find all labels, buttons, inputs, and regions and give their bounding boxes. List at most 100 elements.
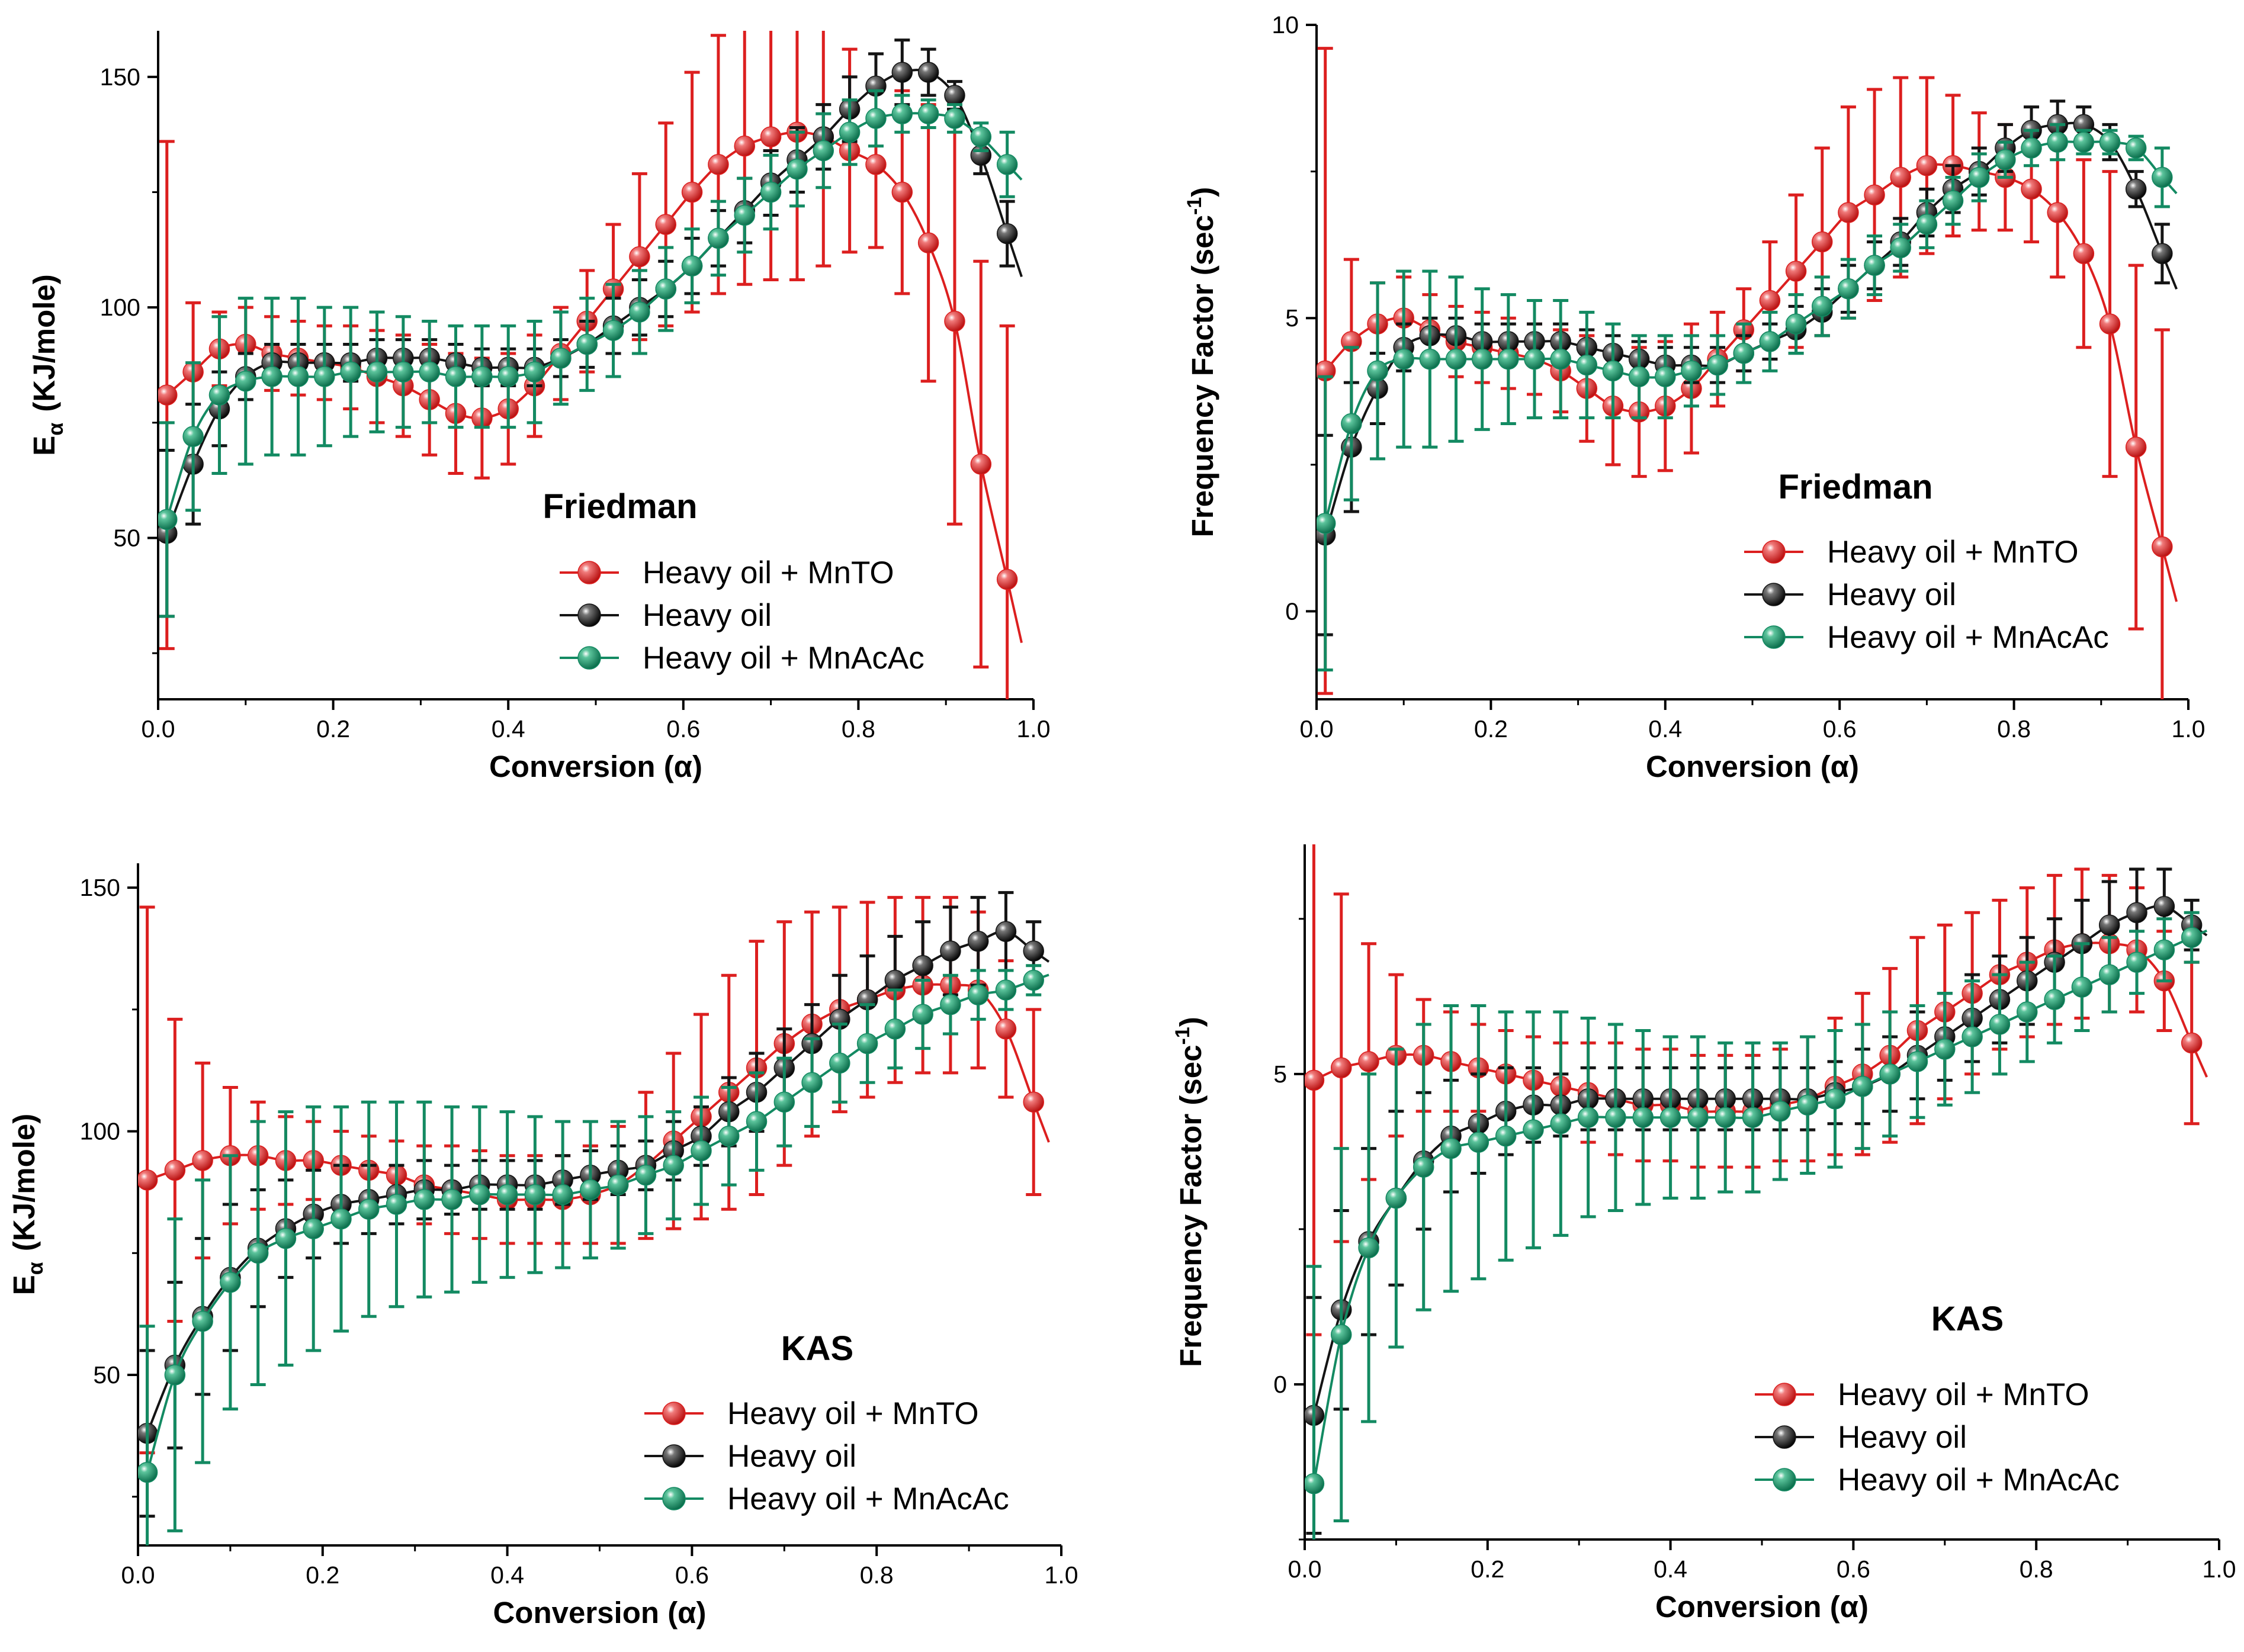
data-point — [445, 366, 467, 387]
data-point — [1023, 969, 1044, 991]
x-tick-label: 1.0 — [2203, 1555, 2236, 1583]
x-tick-label: 0.2 — [1474, 715, 1508, 743]
series-mnto — [158, 31, 1023, 699]
data-point — [524, 1184, 546, 1206]
data-point — [220, 1271, 241, 1293]
data-point — [1995, 149, 2016, 171]
data-point — [275, 1227, 297, 1249]
data-point — [891, 181, 913, 203]
data-point — [386, 1194, 407, 1215]
x-tick-label: 1.0 — [2172, 715, 2206, 743]
data-point — [393, 361, 414, 383]
data-point — [1715, 1107, 1736, 1128]
panel-1: 0.0 0.2 0.4 0.6 0.8 1.0 50 100 150 Conversion (α)… — [27, 31, 1051, 783]
data-point — [1906, 1051, 1928, 1072]
data-point — [1812, 295, 1833, 317]
data-point — [917, 103, 939, 124]
legend-label: Heavy oil — [727, 1439, 856, 1474]
data-point — [366, 361, 388, 383]
data-point — [1412, 1156, 1434, 1178]
data-point — [691, 1140, 712, 1162]
panel-2: 0.0 0.2 0.4 0.6 0.8 1.0 0 5 10 Conversion (α) Freq… — [1183, 11, 2206, 783]
data-point — [1419, 348, 1441, 370]
data-point — [801, 1072, 823, 1094]
plot-area — [158, 31, 1023, 699]
data-point — [1852, 1076, 1873, 1097]
data-point — [1632, 1107, 1654, 1128]
data-point — [497, 366, 519, 387]
data-point — [552, 1184, 573, 1206]
data-point — [1550, 1113, 1572, 1134]
series-heavy — [1305, 867, 2208, 1535]
x-tick-label: 0.0 — [1288, 1555, 1322, 1583]
x-axis-title: Conversion (α) — [1655, 1590, 1869, 1624]
data-point — [1934, 1039, 1956, 1060]
data-point — [2152, 243, 2173, 265]
plot-area — [1317, 47, 2178, 699]
data-point — [1524, 348, 1545, 370]
data-point — [760, 181, 782, 203]
method-title: KAS — [1931, 1300, 2004, 1338]
series-mnacac — [138, 964, 1049, 1545]
x-tick-label: 0.0 — [121, 1561, 155, 1589]
data-point — [419, 361, 440, 383]
data-point — [330, 1208, 352, 1230]
data-point — [995, 979, 1017, 1001]
data-point — [1890, 166, 1911, 188]
y-tick-label: 5 — [1285, 304, 1299, 332]
data-point — [1785, 313, 1807, 335]
data-point — [655, 278, 676, 300]
data-point — [2126, 902, 2147, 924]
data-point — [1023, 1091, 1044, 1113]
data-point — [2098, 964, 2120, 985]
data-point — [1824, 1088, 1846, 1110]
x-tick-label: 1.0 — [1017, 715, 1051, 743]
data-point — [912, 1004, 933, 1025]
data-point — [884, 1018, 906, 1040]
data-point — [970, 454, 992, 475]
y-tick-label: 150 — [100, 63, 140, 91]
x-tick-label: 0.4 — [1648, 715, 1682, 743]
data-point — [829, 1052, 850, 1074]
x-tick-label: 0.2 — [306, 1561, 339, 1589]
data-point — [1305, 1069, 1325, 1091]
series-line — [165, 69, 1023, 534]
y-tick-label: 150 — [80, 874, 120, 901]
data-point — [1440, 1137, 1462, 1159]
data-point — [164, 1364, 186, 1386]
data-point — [2181, 927, 2203, 948]
data-point — [2044, 989, 2065, 1010]
data-point — [1707, 354, 1728, 376]
x-axis-title: Conversion (α) — [1646, 750, 1859, 783]
data-point — [1445, 348, 1467, 370]
data-point — [340, 361, 361, 383]
legend-label: Heavy oil — [1827, 577, 1956, 612]
data-point — [629, 301, 650, 323]
data-point — [1602, 360, 1624, 382]
data-point — [891, 62, 913, 83]
y-axis-title: Eα(KJ/mole) — [7, 1114, 47, 1296]
legend-item-heavy: Heavy oil — [644, 1439, 856, 1474]
legend-label: Heavy oil + MnAcAc — [643, 641, 924, 676]
data-point — [2099, 313, 2121, 335]
data-point — [2181, 1032, 2203, 1054]
data-point — [655, 214, 676, 235]
x-tick-label: 0.6 — [675, 1561, 709, 1589]
legend-marker — [577, 603, 601, 627]
data-point — [1759, 290, 1781, 311]
data-point — [891, 103, 913, 124]
data-point — [1864, 255, 1885, 276]
data-point — [1341, 413, 1362, 435]
series-line — [1313, 941, 2208, 1113]
legend-marker — [662, 1402, 686, 1425]
data-point — [158, 384, 178, 406]
legend-marker — [1762, 583, 1786, 606]
data-point — [760, 126, 782, 147]
data-point — [996, 223, 1018, 245]
data-point — [1687, 1107, 1709, 1128]
data-point — [995, 921, 1017, 942]
y-tick-label: 0 — [1273, 1371, 1287, 1398]
data-point — [865, 108, 887, 129]
data-point — [1523, 1119, 1544, 1140]
data-point — [2153, 896, 2175, 917]
